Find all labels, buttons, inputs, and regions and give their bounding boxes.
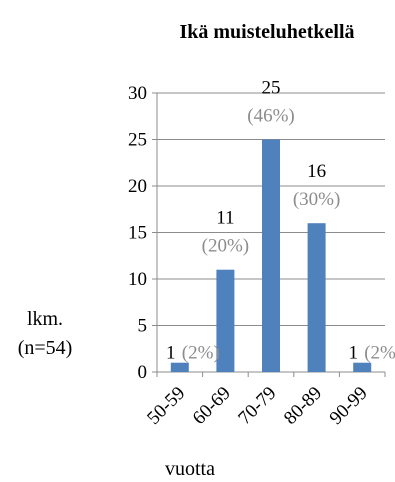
x-tick-label: 90-99 [326, 383, 372, 429]
bars [170, 139, 372, 372]
y-axis-ticks: 0 5 10 15 20 25 30 [128, 83, 147, 383]
y-tick-label: 10 [128, 269, 147, 290]
bar-60-69 [216, 269, 235, 372]
x-tick-label: 70-79 [234, 383, 280, 429]
x-axis-label: vuotta [165, 458, 215, 480]
bar-90-99 [353, 362, 372, 372]
data-label-percent: (2%) [364, 343, 395, 364]
y-tick-label: 20 [128, 176, 147, 197]
y-tick-label: 15 [128, 223, 147, 244]
y-tick-label: 25 [128, 130, 147, 151]
data-labels: 1 (2%) 11 (20%) 25 (46%) 16 (30%) 1 (2%) [166, 78, 395, 364]
y-tick-label: 0 [138, 362, 148, 383]
y-axis-label-line1: lkm. [27, 308, 63, 330]
data-label-count: 1 [166, 343, 176, 364]
x-tick-label: 80-89 [280, 383, 326, 429]
data-label-count: 11 [216, 208, 234, 229]
x-tick-label: 50-59 [143, 383, 189, 429]
x-tick-label: 60-69 [189, 383, 235, 429]
y-tick-label: 30 [128, 83, 147, 104]
chart-title: Ikä muisteluhetkellä [179, 21, 354, 43]
y-tick-label: 5 [138, 316, 148, 337]
data-label-percent: (20%) [202, 236, 249, 257]
x-axis-ticks: 50-59 60-69 70-79 80-89 90-99 [143, 383, 372, 429]
data-label-count: 1 [348, 343, 358, 364]
data-label-percent: (2%) [182, 343, 220, 364]
data-label-percent: (30%) [293, 189, 340, 210]
bar-50-59 [170, 362, 189, 372]
data-label-count: 25 [262, 78, 281, 99]
bar-80-89 [307, 223, 326, 372]
bar-70-79 [262, 139, 280, 372]
data-label-percent: (46%) [247, 106, 294, 127]
y-axis-label-line2: (n=54) [18, 337, 73, 359]
data-label-count: 16 [307, 161, 326, 182]
